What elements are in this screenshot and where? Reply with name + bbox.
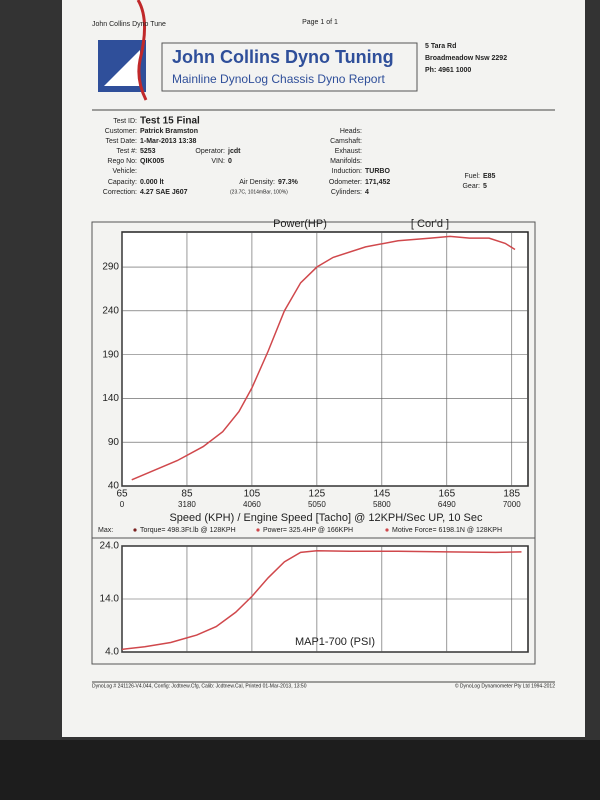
legend-entry: Torque= 498.3Ft.lb @ 128KPH — [140, 527, 236, 534]
report-title: John Collins Dyno Tuning — [172, 47, 394, 67]
x-tick-label: 65 — [116, 489, 128, 500]
field-label: Vehicle: — [112, 168, 137, 175]
field-label: Operator: — [195, 148, 225, 155]
field-label: Test ID: — [113, 118, 137, 125]
y-tick-label: 24.0 — [100, 541, 120, 552]
field-value: E85 — [483, 173, 496, 180]
field-value: 5253 — [140, 148, 156, 155]
field-value: jcdt — [227, 148, 241, 155]
field-label: Air Density: — [239, 179, 275, 186]
field-label: Manifolds: — [330, 158, 362, 165]
field-label: VIN: — [211, 158, 225, 165]
running-title: John Collins Dyno Tune — [92, 21, 166, 28]
title-box — [161, 42, 418, 92]
chart-title: MAP1-700 (PSI) — [295, 636, 375, 648]
y-tick-label: 90 — [108, 437, 120, 448]
field-label: Camshaft: — [330, 138, 362, 145]
field-value: 97.3% — [278, 179, 299, 186]
y-tick-label: 190 — [102, 349, 119, 360]
x-rpm-label: 5050 — [308, 500, 326, 509]
y-tick-label: 240 — [102, 305, 119, 316]
field-label: Exhaust: — [335, 148, 362, 155]
x-rpm-label: 7000 — [503, 500, 521, 509]
field-label: Heads: — [340, 128, 362, 135]
field-value: Test 15 Final — [140, 116, 200, 127]
data-line — [131, 235, 516, 481]
field-label: Customer: — [105, 128, 137, 135]
footer-left: DynoLog # 241126-V4.044, Config: Jcdtnew… — [92, 683, 307, 689]
x-rpm-label: 0 — [120, 500, 125, 509]
y-tick-label: 290 — [102, 262, 119, 273]
x-rpm-label: 4060 — [243, 500, 261, 509]
field-value: TURBO — [365, 168, 390, 175]
field-label: Cylinders: — [331, 189, 362, 196]
x-tick-label: 125 — [309, 489, 326, 500]
x-axis-label: Speed (KPH) / Engine Speed [Tacho] @ 12K… — [169, 512, 483, 524]
paper-clip — [136, 0, 148, 101]
field-value: 4 — [365, 189, 369, 196]
x-tick-label: 85 — [181, 489, 193, 500]
legend-entry: Power= 325.4HP @ 166KPH — [263, 527, 353, 534]
field-value: QIK005 — [140, 158, 164, 165]
field-value: Patrick Bramston — [140, 128, 198, 135]
field-value: 5 — [483, 183, 487, 190]
address: Broadmeadow Nsw 2292 — [425, 55, 507, 62]
max-label: Max: — [98, 527, 113, 534]
x-rpm-label: 5800 — [373, 500, 391, 509]
legend-marker — [133, 528, 137, 532]
field-label: Fuel: — [464, 173, 480, 180]
x-tick-label: 105 — [244, 489, 261, 500]
plot-area — [121, 231, 529, 487]
field-value: 0.000 lt — [140, 179, 164, 186]
field-label: Test Date: — [105, 138, 137, 145]
address: 5 Tara Rd — [425, 43, 456, 50]
x-tick-label: 165 — [438, 489, 455, 500]
legend-entry: Motive Force= 6198.1N @ 128KPH — [392, 527, 502, 534]
field-label: (23.7C, 1014mBar, 100%) — [230, 189, 288, 195]
y-tick-label: 40 — [108, 481, 120, 492]
field-value: 171,452 — [365, 179, 390, 186]
desk — [0, 740, 600, 800]
x-rpm-label: 6490 — [438, 500, 456, 509]
field-value: 0 — [228, 158, 232, 165]
field-label: Odometer: — [329, 179, 362, 186]
x-rpm-label: 3180 — [178, 500, 196, 509]
y-tick-label: 140 — [102, 393, 119, 404]
field-label: Gear: — [462, 183, 480, 190]
field-label: Correction: — [103, 189, 137, 196]
field-label: Capacity: — [108, 179, 137, 186]
report-subtitle: Mainline DynoLog Chassis Dyno Report — [172, 72, 385, 86]
logo-shape — [104, 50, 140, 86]
data-line — [121, 550, 522, 651]
address: Ph: 4961 1000 — [425, 67, 471, 74]
field-value: 1-Mar-2013 13:38 — [140, 138, 197, 145]
chart-annotation: [ Cor'd ] — [411, 218, 449, 230]
page-number: Page 1 of 1 — [302, 19, 338, 26]
field-label: Test #: — [116, 148, 137, 155]
chart-frame — [91, 537, 536, 665]
legend-marker — [256, 528, 260, 532]
field-label: Rego No: — [107, 158, 137, 165]
y-tick-label: 14.0 — [100, 594, 120, 605]
y-tick-label: 4.0 — [105, 647, 119, 658]
field-label: Induction: — [332, 168, 362, 175]
chart-title: Power(HP) — [273, 218, 327, 230]
field-value: 4.27 SAE J607 — [140, 189, 188, 196]
legend-marker — [385, 528, 389, 532]
x-tick-label: 145 — [373, 489, 390, 500]
footer-right: © DynoLog Dynamometer Pty Ltd 1994-2012 — [455, 682, 555, 689]
x-tick-label: 185 — [503, 489, 520, 500]
